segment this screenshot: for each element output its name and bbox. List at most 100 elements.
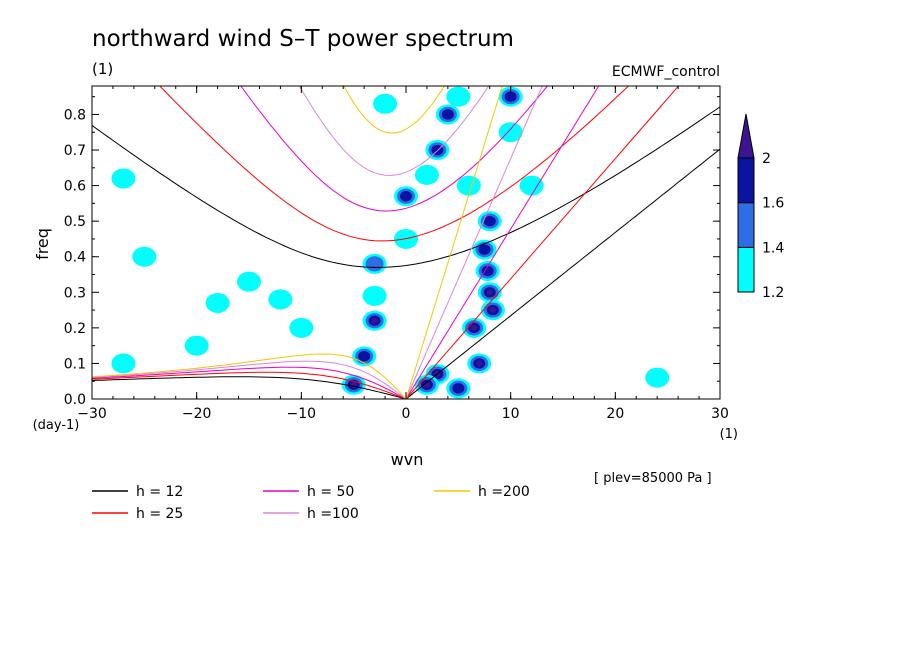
spectral-peak-20 bbox=[456, 175, 481, 196]
legend-label-h200: h =200 bbox=[478, 484, 530, 500]
spectral-peak-25 bbox=[132, 246, 157, 267]
peak-1-level-3 bbox=[489, 307, 496, 313]
colorbar-box-2 bbox=[737, 157, 755, 204]
colorbar-label: 2 bbox=[762, 151, 771, 167]
dispersion-curve-100-branch-0 bbox=[405, 86, 543, 399]
dispersion-curve-100-branch-1 bbox=[298, 86, 490, 176]
dispersion-curve-100-branch-2 bbox=[92, 360, 407, 399]
y-tick-label: 0.4 bbox=[64, 250, 86, 266]
spectral-peak-0 bbox=[477, 282, 502, 303]
spectral-peak-8 bbox=[446, 378, 471, 399]
peak-33-level-0 bbox=[111, 353, 136, 374]
peak-17-level-0 bbox=[362, 285, 387, 306]
chart-title: northward wind S–T power spectrum bbox=[92, 26, 514, 52]
peak-8-level-2 bbox=[452, 383, 465, 394]
spectral-peak-12 bbox=[394, 186, 418, 207]
spectral-peak-11 bbox=[435, 104, 460, 125]
dispersion-curve-200-branch-2 bbox=[92, 353, 407, 399]
axes: −30 −20 −10 0 10 20 30 0.0 0.1 0.2 0.3 0.4 0.5 0.6 0.7… bbox=[64, 85, 729, 422]
colorbar-label: 1.2 bbox=[762, 285, 784, 301]
peak-28-level-0 bbox=[268, 289, 293, 310]
y-tick-label: 0.5 bbox=[64, 214, 86, 230]
peak-4-level-3 bbox=[471, 325, 478, 331]
dispersion-curve-200-branch-0 bbox=[405, 86, 503, 399]
spectral-peak-19 bbox=[414, 164, 439, 185]
y-tick-label: 0.6 bbox=[64, 179, 86, 195]
peak-34-level-0 bbox=[645, 367, 670, 388]
spectral-peak-31 bbox=[519, 175, 544, 196]
chart-subtitle-right: ECMWF_control bbox=[612, 64, 720, 80]
x-tick-label: 0 bbox=[402, 406, 411, 422]
x-axis-label: wvn bbox=[391, 450, 424, 469]
peak-12-level-2 bbox=[400, 191, 412, 202]
peak-32-level-0 bbox=[373, 93, 398, 114]
peak-22-level-0 bbox=[289, 317, 314, 338]
x-tick-label: 20 bbox=[606, 406, 624, 422]
chart-subtitle-left: (1) bbox=[92, 60, 113, 78]
dispersion-curve-12-branch-1 bbox=[92, 106, 720, 268]
dispersion-curve-50-branch-1 bbox=[240, 86, 548, 212]
spectral-peak-34 bbox=[645, 367, 670, 388]
dispersion-curve-50-branch-0 bbox=[405, 86, 600, 399]
y-tick-label: 0.0 bbox=[64, 392, 86, 408]
plot-area bbox=[92, 86, 720, 399]
y-tick-label: 0.3 bbox=[64, 285, 86, 301]
y-axis-label: freq bbox=[33, 228, 52, 260]
peak-31-level-0 bbox=[519, 175, 544, 196]
peak-14-level-2 bbox=[358, 351, 371, 362]
dispersion-curve-50-branch-2 bbox=[92, 366, 407, 399]
colorbar: 1.2 1.4 1.6 2 bbox=[737, 113, 784, 301]
peak-29-level-0 bbox=[446, 86, 471, 107]
peak-3-level-2 bbox=[478, 244, 491, 255]
spectral-peak-29 bbox=[446, 86, 471, 107]
peak-20-level-0 bbox=[456, 175, 481, 196]
x-unit-label: (1) bbox=[720, 427, 738, 442]
peak-26-level-0 bbox=[111, 168, 136, 189]
x-tick-label: −20 bbox=[182, 406, 212, 422]
spectral-peak-13 bbox=[362, 310, 387, 331]
spectral-peak-14 bbox=[352, 346, 377, 367]
dispersion-curve-12-branch-0 bbox=[405, 148, 720, 399]
peak-25-level-0 bbox=[132, 246, 157, 267]
spectral-peak-26 bbox=[111, 168, 136, 189]
dispersion-curve-25-branch-1 bbox=[159, 86, 630, 242]
x-tick-label: −10 bbox=[287, 406, 317, 422]
dispersion-curve-12-branch-2 bbox=[92, 376, 407, 399]
peak-16-level-1 bbox=[365, 256, 384, 272]
colorbar-box-0 bbox=[737, 246, 755, 293]
spectral-peak-33 bbox=[111, 353, 136, 374]
plev-annotation: [ plev=85000 Pa ] bbox=[594, 471, 712, 486]
colorbar-top-triangle bbox=[737, 113, 755, 159]
y-tick-label: 0.1 bbox=[64, 356, 86, 372]
colorbar-box-1 bbox=[737, 202, 755, 248]
peak-23-level-0 bbox=[237, 271, 261, 292]
spectral-peak-9 bbox=[477, 211, 502, 232]
legend-label-h25: h = 25 bbox=[136, 506, 183, 522]
peak-9-level-2 bbox=[483, 215, 496, 227]
peak-0-level-3 bbox=[486, 289, 493, 296]
legend-label-h50: h = 50 bbox=[307, 484, 354, 500]
peak-30-level-2 bbox=[504, 91, 517, 102]
spectral-peak-4 bbox=[462, 317, 487, 338]
spectral-peak-21 bbox=[498, 122, 523, 143]
colorbar-label: 1.4 bbox=[762, 240, 784, 256]
plot-content bbox=[92, 86, 720, 399]
spectral-peak-27 bbox=[184, 335, 209, 356]
dispersion-curve-200-branch-1 bbox=[343, 86, 445, 134]
spectral-peak-24 bbox=[205, 292, 230, 313]
peak-13-level-3 bbox=[371, 317, 378, 324]
spectral-peak-1 bbox=[480, 300, 505, 321]
peak-2-level-2 bbox=[481, 265, 494, 277]
spectral-peak-23 bbox=[237, 271, 261, 292]
spectral-peak-30 bbox=[498, 86, 523, 107]
spectral-peak-22 bbox=[289, 317, 314, 338]
peak-27-level-0 bbox=[184, 335, 209, 356]
y-tick-label: 0.8 bbox=[64, 107, 86, 123]
spectral-peak-32 bbox=[373, 93, 398, 114]
spectral-peak-5 bbox=[467, 353, 492, 374]
spectral-peak-17 bbox=[362, 285, 387, 306]
peak-5-level-3 bbox=[476, 360, 483, 367]
legend-label-h100: h =100 bbox=[307, 506, 359, 522]
colorbar-label: 1.6 bbox=[762, 196, 784, 212]
